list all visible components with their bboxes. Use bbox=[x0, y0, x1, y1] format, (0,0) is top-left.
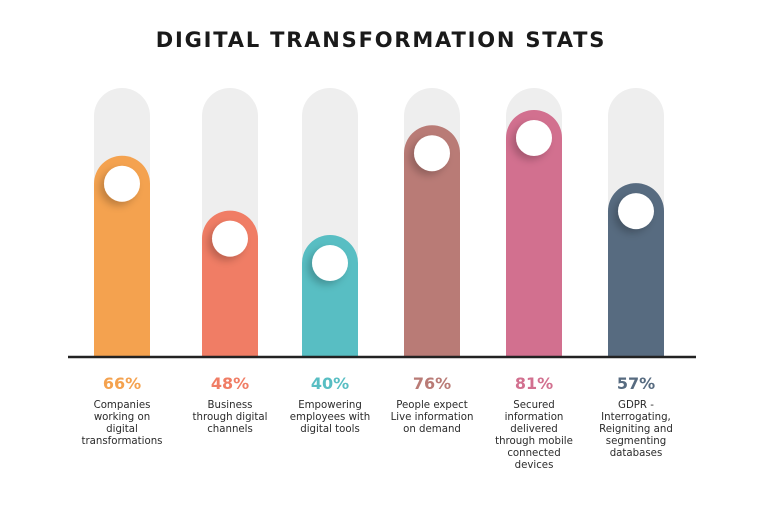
data-label: 81% bbox=[514, 374, 554, 393]
bar-marker-dot bbox=[414, 135, 450, 172]
chart-title: DIGITAL TRANSFORMATION STATS bbox=[155, 28, 607, 52]
bar bbox=[404, 125, 460, 357]
bar-marker-dot bbox=[618, 193, 654, 230]
bar-marker-dot bbox=[312, 245, 348, 281]
data-label: 48% bbox=[210, 374, 250, 393]
category-label: GDPR - Interrogating, Reigniting and seg… bbox=[599, 400, 673, 459]
data-label: 57% bbox=[616, 374, 656, 393]
bar-marker-dot bbox=[104, 165, 140, 202]
category-label: People expect Live information on demand bbox=[390, 400, 474, 435]
data-label: 40% bbox=[310, 374, 350, 393]
data-label: 66% bbox=[102, 374, 142, 393]
bar bbox=[608, 183, 664, 357]
data-label: 76% bbox=[412, 374, 452, 393]
bar-marker-dot bbox=[516, 119, 552, 156]
category-label: Companies working on digital transformat… bbox=[81, 400, 163, 447]
category-label: Business through digital channels bbox=[192, 400, 268, 435]
bar-marker-dot bbox=[212, 220, 248, 257]
bar bbox=[506, 109, 562, 357]
category-label: Empowering employees with digital tools bbox=[289, 400, 371, 435]
category-label: Secured information delivered through mo… bbox=[495, 400, 573, 471]
bar bbox=[94, 155, 150, 357]
